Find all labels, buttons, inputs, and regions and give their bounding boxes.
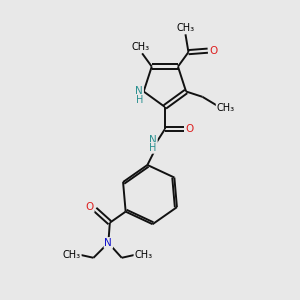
Text: CH₃: CH₃ [217,103,235,113]
Text: CH₃: CH₃ [63,250,81,260]
Text: H: H [136,95,143,105]
Text: N: N [104,238,112,248]
Text: O: O [209,46,217,56]
Text: N: N [149,135,157,145]
Text: O: O [85,202,94,212]
Text: CH₃: CH₃ [132,42,150,52]
Text: CH₃: CH₃ [176,23,194,33]
Text: N: N [135,86,143,97]
Text: O: O [185,124,194,134]
Text: H: H [149,143,157,153]
Text: CH₃: CH₃ [134,250,152,260]
